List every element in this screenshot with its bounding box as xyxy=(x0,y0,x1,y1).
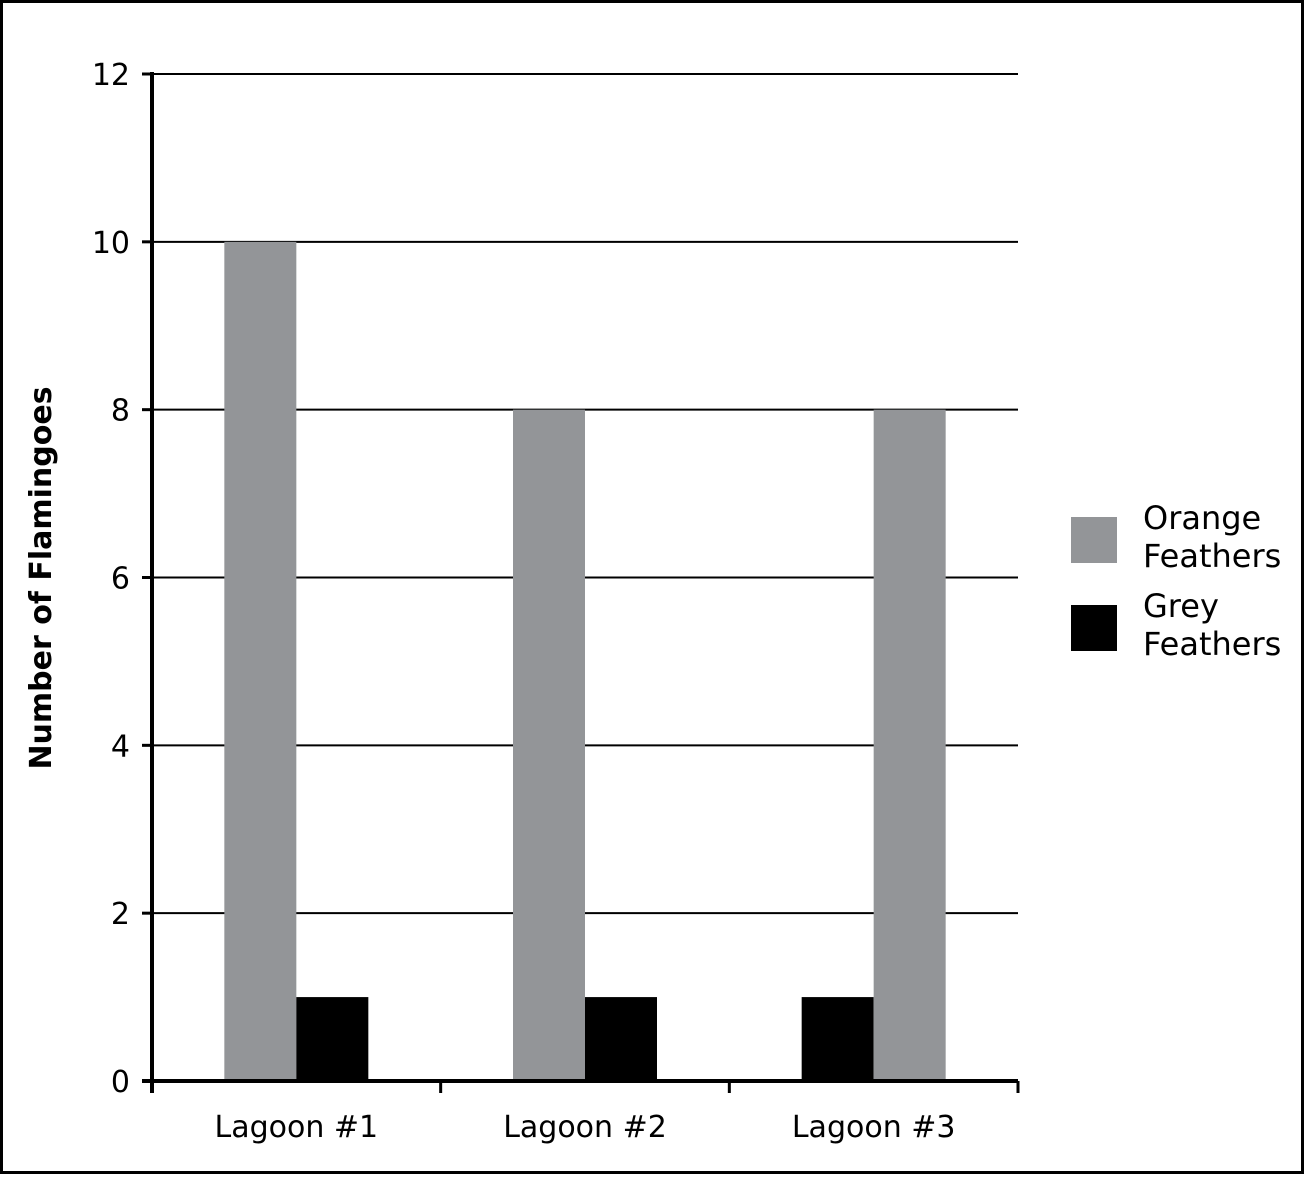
bar-grey-feathers-2 xyxy=(585,997,657,1081)
legend: Orange Feathers Grey Feathers xyxy=(1071,499,1281,663)
legend-label-1: Orange Feathers xyxy=(1143,499,1281,575)
x-tick-labels: Lagoon #1 Lagoon #2 Lagoon #3 xyxy=(215,1110,956,1145)
bar-grey-feathers-1 xyxy=(296,997,369,1081)
legend-swatch-1 xyxy=(1071,517,1117,563)
y-tick-label: 0 xyxy=(111,1065,130,1100)
bars xyxy=(224,241,946,1082)
legend-label-2: Grey Feathers xyxy=(1143,587,1281,663)
y-tick-label: 6 xyxy=(111,562,130,597)
legend-swatch-2 xyxy=(1071,605,1117,651)
y-axis-label: Number of Flamingoes xyxy=(24,386,59,769)
y-tick-label: 4 xyxy=(111,729,130,764)
x-tick-label: Lagoon #1 xyxy=(215,1110,379,1145)
y-tick-label: 2 xyxy=(111,897,130,932)
y-tick-labels: 0 2 4 6 8 10 12 xyxy=(92,58,130,1100)
y-tick-label: 12 xyxy=(92,58,130,93)
y-tick-label: 10 xyxy=(92,226,130,261)
bar-orange-feathers-2 xyxy=(513,409,585,1082)
bar-grey-feathers-3 xyxy=(801,997,874,1081)
bar-orange-feathers-3 xyxy=(873,409,946,1082)
y-tick-label: 8 xyxy=(111,394,130,429)
x-tick-label: Lagoon #2 xyxy=(503,1110,667,1145)
axes xyxy=(142,72,1020,1093)
bar-orange-feathers-1 xyxy=(224,241,297,1082)
x-tick-label: Lagoon #3 xyxy=(792,1110,956,1145)
